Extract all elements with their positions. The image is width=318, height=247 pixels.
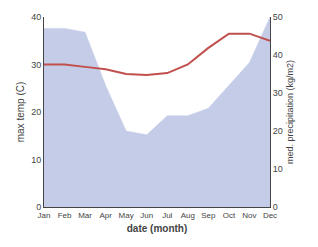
svg-text:10: 10 [273, 164, 283, 174]
svg-text:0: 0 [273, 202, 278, 212]
svg-text:30: 30 [31, 60, 41, 70]
svg-text:Jun: Jun [140, 211, 153, 220]
svg-text:Feb: Feb [58, 211, 72, 220]
svg-text:med. precipitation (kg/m2): med. precipitation (kg/m2) [285, 60, 295, 164]
svg-text:10: 10 [31, 155, 41, 165]
svg-text:Oct: Oct [223, 211, 236, 220]
svg-text:40: 40 [31, 12, 41, 22]
svg-text:Aug: Aug [181, 211, 195, 220]
svg-text:max temp (C): max temp (C) [15, 82, 26, 143]
svg-text:Mar: Mar [78, 211, 92, 220]
svg-text:Apr: Apr [99, 211, 112, 220]
svg-text:Nov: Nov [242, 211, 256, 220]
svg-text:Sep: Sep [201, 211, 216, 220]
svg-text:30: 30 [273, 88, 283, 98]
svg-text:Dec: Dec [263, 211, 277, 220]
svg-text:20: 20 [31, 107, 41, 117]
svg-text:May: May [119, 211, 134, 220]
svg-text:Jan: Jan [38, 211, 51, 220]
svg-text:0: 0 [36, 202, 41, 212]
svg-text:Jul: Jul [162, 211, 172, 220]
svg-text:50: 50 [273, 12, 283, 22]
svg-text:date (month): date (month) [127, 223, 188, 234]
svg-text:20: 20 [273, 126, 283, 136]
svg-text:40: 40 [273, 50, 283, 60]
